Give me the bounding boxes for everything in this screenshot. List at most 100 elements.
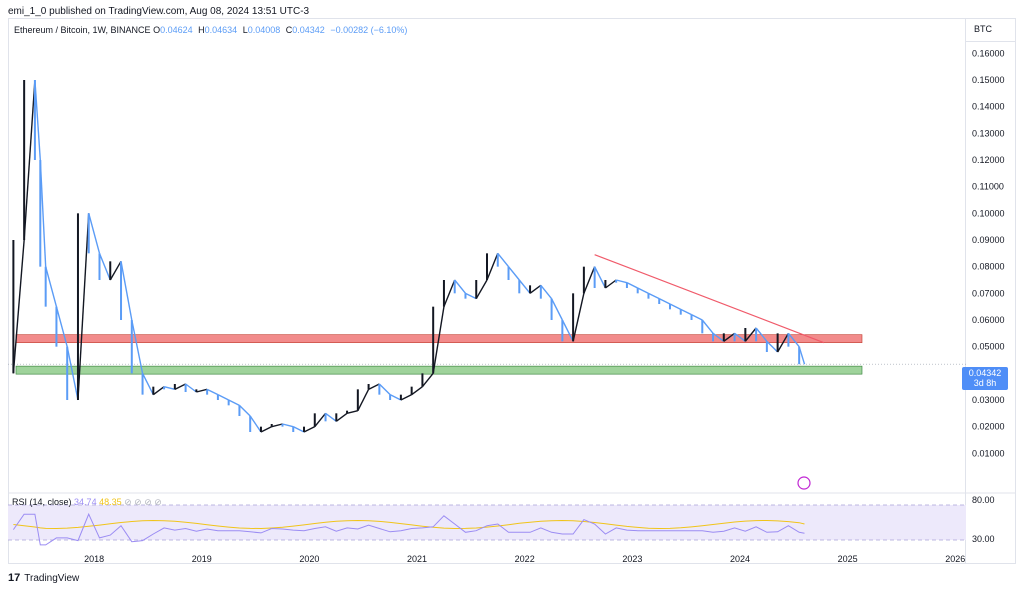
candle — [442, 280, 445, 307]
price-segment — [604, 279, 617, 289]
price-segment — [66, 346, 79, 401]
candle — [163, 386, 166, 390]
high-value: 0.04634 — [204, 25, 238, 35]
candle — [496, 253, 499, 267]
price-segment — [465, 292, 477, 300]
price-segment — [260, 426, 273, 433]
last-price-value: 0.04342 — [968, 368, 1002, 378]
candle — [184, 384, 187, 392]
symbol-legend: Ethereum / Bitcoin, 1W, BINANCE O0.04624… — [14, 25, 410, 35]
candle — [690, 314, 693, 320]
lightning-icon — [797, 476, 811, 490]
price-segment — [292, 426, 305, 433]
price-segment — [561, 319, 574, 342]
candle — [216, 394, 219, 400]
candle — [604, 280, 607, 288]
price-segment — [594, 266, 607, 289]
price-segment — [529, 284, 542, 294]
price-segment — [454, 279, 467, 294]
x-tick-label: 2024 — [730, 554, 750, 564]
y-tick-label: 0.09000 — [972, 235, 1005, 245]
price-segment — [550, 298, 563, 321]
price-segment — [411, 386, 423, 396]
price-segment — [616, 279, 628, 284]
low-label: L — [242, 25, 248, 35]
price-segment — [271, 423, 283, 428]
candle — [324, 413, 327, 422]
price-segment — [23, 79, 36, 241]
price-axis[interactable] — [966, 18, 1016, 564]
rsi-level-label: 80.00 — [972, 495, 995, 505]
rsi-extra: ⊘ ⊘ ⊘ ⊘ — [124, 497, 162, 507]
y-tick-label: 0.10000 — [972, 208, 1005, 218]
price-segment — [335, 412, 348, 422]
candle — [712, 333, 715, 342]
rsi-line — [12, 512, 805, 546]
x-tick-label: 2019 — [192, 554, 212, 564]
candle — [270, 424, 273, 427]
candle — [550, 298, 553, 320]
candle — [281, 424, 284, 427]
candle — [44, 266, 47, 307]
candle — [346, 410, 349, 414]
candle — [529, 285, 532, 294]
symbol-name: Ethereum / Bitcoin, 1W, BINANCE — [14, 25, 151, 35]
rsi-value: 34.74 — [74, 497, 97, 507]
y-tick-label: 0.05000 — [972, 342, 1005, 352]
candle — [507, 266, 510, 280]
price-segment — [131, 319, 144, 374]
price-segment — [691, 314, 703, 321]
price-segment — [518, 279, 531, 294]
candle — [109, 261, 112, 280]
price-segment — [325, 412, 337, 422]
candle — [647, 293, 650, 299]
y-tick-label: 0.12000 — [972, 155, 1005, 165]
candle — [141, 373, 144, 395]
x-tick-label: 2025 — [838, 554, 858, 564]
price-segment — [572, 293, 585, 342]
tradingview-brand[interactable]: 17 TradingView — [8, 572, 79, 584]
candle — [701, 320, 704, 334]
x-tick-label: 2023 — [622, 554, 642, 564]
rsi-ma-line — [13, 519, 805, 530]
candle — [733, 333, 736, 342]
price-segment — [777, 332, 789, 353]
price-segment — [141, 373, 154, 395]
candle — [238, 405, 241, 416]
y-tick-label: 0.08000 — [972, 262, 1005, 272]
price-segment — [432, 306, 445, 374]
price-segment — [44, 266, 58, 307]
price-segment — [12, 239, 25, 374]
trendline — [594, 254, 825, 344]
price-segment — [540, 284, 553, 300]
candle — [593, 266, 596, 288]
candle — [55, 306, 58, 347]
candle — [356, 389, 359, 411]
candle — [98, 253, 101, 280]
x-tick-label: 2020 — [299, 554, 319, 564]
close-value: 0.04342 — [292, 25, 325, 35]
chart-frame[interactable] — [8, 18, 966, 564]
tradingview-logo-icon: 17 — [8, 572, 21, 584]
candle — [389, 394, 392, 400]
price-segment — [238, 404, 251, 417]
y-tick-label: 0.02000 — [972, 422, 1005, 432]
price-segment — [583, 266, 596, 294]
candle — [561, 320, 564, 342]
price-segment — [55, 306, 68, 347]
price-segment — [217, 394, 229, 401]
candle — [23, 80, 26, 240]
y-tick-label: 0.16000 — [972, 48, 1005, 58]
price-segment — [421, 372, 434, 388]
x-tick-label: 2018 — [84, 554, 104, 564]
price-segment — [368, 383, 380, 390]
candle — [66, 346, 69, 400]
price-segment — [723, 332, 735, 342]
candle — [636, 288, 639, 294]
price-segment — [206, 388, 219, 396]
candle — [335, 413, 338, 422]
last-price-tag: 0.04342 3d 8h — [962, 367, 1008, 390]
price-segment — [766, 340, 779, 353]
price-segment — [787, 332, 800, 348]
price-segment — [400, 394, 412, 401]
